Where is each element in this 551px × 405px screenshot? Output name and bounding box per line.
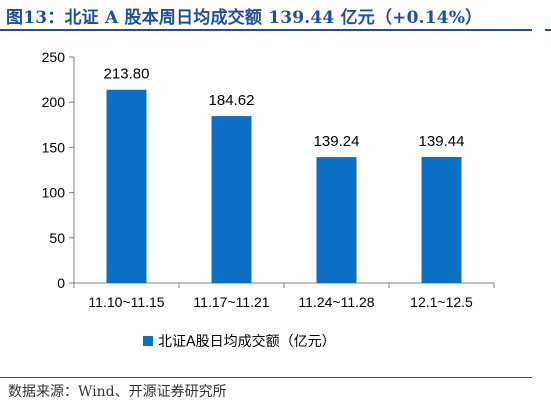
y-tick-label: 50 — [49, 230, 65, 246]
chart-data-labels: 213.80 184.62 139.24 139.44 — [104, 66, 465, 150]
x-tick-label: 11.17~11.21 — [193, 294, 269, 310]
x-tick-label: 11.10~11.15 — [88, 294, 164, 310]
data-label: 139.24 — [314, 133, 360, 150]
y-tick-label: 250 — [42, 49, 66, 65]
figure-title: 图13：北证 A 股本周日均成交额 139.44 亿元（+0.14%） — [6, 8, 483, 28]
data-label: 184.62 — [209, 92, 255, 109]
source-note: 数据来源：Wind、开源证券研究所 — [8, 384, 227, 400]
legend-label: 北证A股日均成交额（亿元） — [158, 333, 336, 350]
x-tick-label: 12.1~12.5 — [410, 294, 473, 310]
y-tick-label: 150 — [42, 139, 66, 155]
bar — [316, 157, 357, 283]
chart-bars — [106, 89, 462, 284]
chart-legend: 北证A股日均成交额（亿元） — [143, 333, 336, 350]
data-label: 139.44 — [419, 133, 465, 150]
bar — [106, 89, 147, 284]
bar — [421, 156, 462, 283]
title-divider-edge — [545, 29, 551, 31]
data-label: 213.80 — [104, 66, 150, 83]
y-tick-label: 200 — [42, 94, 66, 110]
y-tick-label: 0 — [57, 275, 65, 291]
y-tick-label: 100 — [42, 185, 66, 201]
bar — [211, 116, 252, 284]
footer-divider — [0, 377, 532, 378]
legend-swatch — [143, 336, 153, 346]
chart-axes: 0 50 100 150 200 250 11.10~11.15 11.17~11.21 11.… — [42, 49, 495, 310]
title-divider — [0, 29, 532, 31]
x-tick-label: 11.24~11.28 — [298, 294, 374, 310]
